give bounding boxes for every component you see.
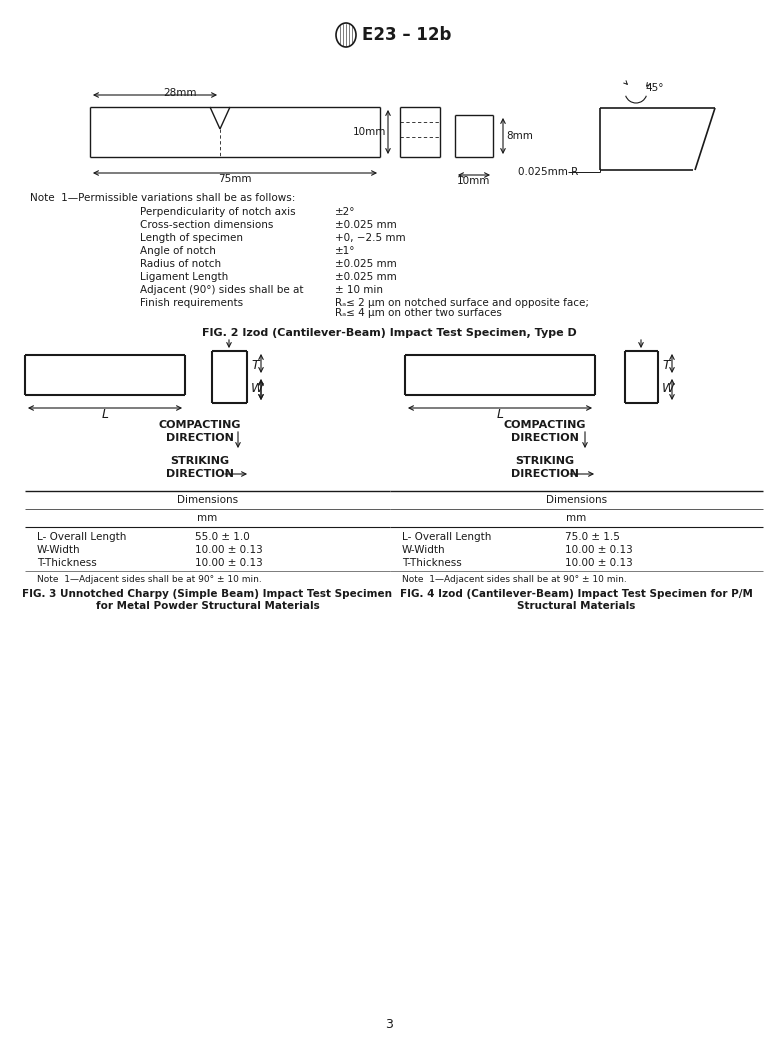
Text: W: W <box>251 382 264 395</box>
Text: L: L <box>496 407 503 421</box>
Text: T: T <box>251 359 258 372</box>
Text: L: L <box>101 407 108 421</box>
Text: E23 – 12b: E23 – 12b <box>362 26 451 44</box>
Text: W-Width: W-Width <box>402 545 446 555</box>
Text: Dimensions: Dimensions <box>546 496 607 505</box>
Text: ± 10 min: ± 10 min <box>335 285 383 295</box>
Text: COMPACTING: COMPACTING <box>159 420 241 430</box>
Text: L- Overall Length: L- Overall Length <box>37 532 126 542</box>
Text: T-Thickness: T-Thickness <box>402 558 462 568</box>
Text: 75.0 ± 1.5: 75.0 ± 1.5 <box>565 532 620 542</box>
Text: 55.0 ± 1.0: 55.0 ± 1.0 <box>195 532 250 542</box>
Text: ±1°: ±1° <box>335 246 356 256</box>
Text: Dimensions: Dimensions <box>177 496 238 505</box>
Text: 0.025mm R: 0.025mm R <box>518 167 578 177</box>
Text: 10.00 ± 0.13: 10.00 ± 0.13 <box>195 545 263 555</box>
Text: +0, −2.5 mm: +0, −2.5 mm <box>335 233 405 243</box>
Text: ±0.025 mm: ±0.025 mm <box>335 220 397 230</box>
Text: FIG. 4 Izod (Cantilever-Beam) Impact Test Specimen for P/M: FIG. 4 Izod (Cantilever-Beam) Impact Tes… <box>400 589 753 599</box>
Text: ±0.025 mm: ±0.025 mm <box>335 272 397 282</box>
Text: Rₐ≤ 2 μm on notched surface and opposite face;: Rₐ≤ 2 μm on notched surface and opposite… <box>335 298 589 308</box>
Text: FIG. 3 Unnotched Charpy (Simple Beam) Impact Test Specimen: FIG. 3 Unnotched Charpy (Simple Beam) Im… <box>23 589 392 599</box>
Text: W: W <box>662 382 675 395</box>
Text: T: T <box>662 359 670 372</box>
Text: Note  1—Permissible variations shall be as follows:: Note 1—Permissible variations shall be a… <box>30 193 296 203</box>
Text: Note  1—Adjacent sides shall be at 90° ± 10 min.: Note 1—Adjacent sides shall be at 90° ± … <box>37 575 261 584</box>
Text: 10.00 ± 0.13: 10.00 ± 0.13 <box>565 558 633 568</box>
Text: FIG. 2 Izod (Cantilever-Beam) Impact Test Specimen, Type D: FIG. 2 Izod (Cantilever-Beam) Impact Tes… <box>202 328 576 338</box>
Text: DIRECTION: DIRECTION <box>166 433 234 443</box>
Text: 28mm: 28mm <box>163 88 197 98</box>
Text: T-Thickness: T-Thickness <box>37 558 96 568</box>
Text: ±2°: ±2° <box>335 207 356 217</box>
Text: 10.00 ± 0.13: 10.00 ± 0.13 <box>195 558 263 568</box>
Text: Adjacent (90°) sides shall be at: Adjacent (90°) sides shall be at <box>140 285 303 295</box>
Text: Structural Materials: Structural Materials <box>517 601 636 611</box>
Text: DIRECTION: DIRECTION <box>511 433 579 443</box>
Text: STRIKING: STRIKING <box>170 456 230 466</box>
Text: mm: mm <box>198 513 218 523</box>
Text: Cross-section dimensions: Cross-section dimensions <box>140 220 273 230</box>
Text: Rₐ≤ 4 μm on other two surfaces: Rₐ≤ 4 μm on other two surfaces <box>335 308 502 318</box>
Text: W-Width: W-Width <box>37 545 81 555</box>
Text: 75mm: 75mm <box>219 174 252 184</box>
Text: Finish requirements: Finish requirements <box>140 298 243 308</box>
Text: Note  1—Adjacent sides shall be at 90° ± 10 min.: Note 1—Adjacent sides shall be at 90° ± … <box>402 575 627 584</box>
Text: 45°: 45° <box>645 83 664 93</box>
Text: L- Overall Length: L- Overall Length <box>402 532 492 542</box>
Text: STRIKING: STRIKING <box>516 456 575 466</box>
Text: Ligament Length: Ligament Length <box>140 272 228 282</box>
Text: Radius of notch: Radius of notch <box>140 259 221 269</box>
Text: for Metal Powder Structural Materials: for Metal Powder Structural Materials <box>96 601 320 611</box>
Text: COMPACTING: COMPACTING <box>503 420 587 430</box>
Text: Angle of notch: Angle of notch <box>140 246 216 256</box>
Text: Length of specimen: Length of specimen <box>140 233 243 243</box>
Text: Perpendicularity of notch axis: Perpendicularity of notch axis <box>140 207 296 217</box>
Text: ±0.025 mm: ±0.025 mm <box>335 259 397 269</box>
Text: 3: 3 <box>385 1018 393 1032</box>
Text: 10.00 ± 0.13: 10.00 ± 0.13 <box>565 545 633 555</box>
Text: DIRECTION: DIRECTION <box>166 469 234 479</box>
Text: 10mm: 10mm <box>352 127 386 137</box>
Text: mm: mm <box>566 513 587 523</box>
Text: 8mm: 8mm <box>506 131 533 141</box>
Text: DIRECTION: DIRECTION <box>511 469 579 479</box>
Text: 10mm: 10mm <box>457 176 491 186</box>
